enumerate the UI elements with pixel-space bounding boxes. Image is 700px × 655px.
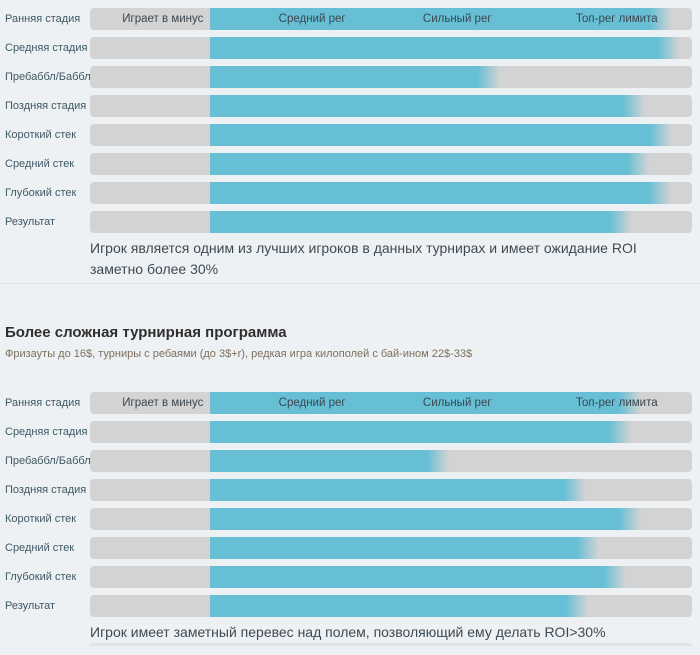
- chart-row: Ранняя стадия Играет в минус Средний рег Си…: [0, 392, 700, 414]
- chart-row: Средний стек: [0, 153, 700, 175]
- bar-fill: [209, 508, 641, 530]
- bar-fill: [209, 8, 673, 30]
- bar-fill: [209, 95, 646, 117]
- row-category-label: Результат: [5, 600, 56, 612]
- bar-fill: [209, 595, 588, 617]
- chart-row: Средний стек: [0, 537, 700, 559]
- bar-fill: [209, 66, 500, 88]
- bar-track: [90, 124, 692, 146]
- chart-row: Результат: [0, 595, 700, 617]
- bar-fill: [209, 479, 587, 501]
- chart-row: Средняя стадия: [0, 37, 700, 59]
- zone-label: Играет в минус: [122, 397, 204, 409]
- bar-track: [90, 450, 692, 472]
- chart-row: Средняя стадия: [0, 421, 700, 443]
- skill-chart-2: Ранняя стадия Играет в минус Средний рег Си…: [0, 392, 700, 617]
- row-category-label: Средняя стадия: [5, 426, 88, 438]
- bar-fill: [209, 153, 649, 175]
- bar-fill: [209, 211, 632, 233]
- skill-chart-1: Ранняя стадия Играет в минус Средний рег Си…: [0, 8, 700, 233]
- row-category-label: Короткий стек: [5, 513, 77, 525]
- row-category-label: Поздняя стадия: [5, 484, 87, 496]
- chart-row: Глубокий стек: [0, 182, 700, 204]
- bar-track: [90, 508, 692, 530]
- row-category-label: Средний стек: [5, 158, 75, 170]
- row-category-label: Глубокий стек: [5, 187, 77, 199]
- chart-2-note: Игрок имеет заметный перевес над полем, …: [90, 624, 606, 640]
- bar-fill: [209, 566, 626, 588]
- zone-label: Играет в минус: [122, 13, 204, 25]
- row-category-label: Средняя стадия: [5, 42, 88, 54]
- row-category-label: Глубокий стек: [5, 571, 77, 583]
- bar-track: Играет в минус Средний рег Сильный рег Топ-…: [90, 8, 692, 30]
- chart-row: Глубокий стек: [0, 566, 700, 588]
- chart-row: Результат: [0, 211, 700, 233]
- bar-track: [90, 153, 692, 175]
- chart-row: Пребаббл/Баббл: [0, 450, 700, 472]
- zone-label: Топ-рег лимита: [575, 13, 658, 25]
- bar-fill: [209, 421, 631, 443]
- bar-track: [90, 479, 692, 501]
- chart-row: Короткий стек: [0, 508, 700, 530]
- zone-label: Средний рег: [278, 397, 346, 409]
- bar-fill: [209, 392, 641, 414]
- chart-row: Поздняя стадия: [0, 479, 700, 501]
- zone-label: Сильный рег: [422, 397, 492, 409]
- row-category-label: Поздняя стадия: [5, 100, 87, 112]
- zone-label: Топ-рег лимита: [575, 397, 658, 409]
- row-category-label: Ранняя стадия: [5, 13, 81, 25]
- row-category-label: Результат: [5, 216, 56, 228]
- row-category-label: Короткий стек: [5, 129, 77, 141]
- chart-row: Поздняя стадия: [0, 95, 700, 117]
- chart-1-note: Игрок является одним из лучших игроков в…: [90, 240, 637, 277]
- zone-label: Сильный рег: [422, 13, 492, 25]
- bar-fill: [209, 182, 671, 204]
- row-category-label: Пребаббл/Баббл: [5, 455, 91, 467]
- bar-track: [90, 182, 692, 204]
- bar-track: [90, 95, 692, 117]
- bar-track: [90, 566, 692, 588]
- bar-track: [90, 66, 692, 88]
- row-category-label: Ранняя стадия: [5, 397, 81, 409]
- bar-fill: [209, 124, 673, 146]
- section-title: Более сложная турнирная программа: [5, 324, 287, 341]
- bar-track: [90, 421, 692, 443]
- chart-row: Ранняя стадия Играет в минус Средний рег Си…: [0, 8, 700, 30]
- bar-track: [90, 595, 692, 617]
- bar-fill: [209, 450, 449, 472]
- bar-track: Играет в минус Средний рег Сильный рег Топ-…: [90, 392, 692, 414]
- page: Ранняя стадия Играет в минус Средний рег Си…: [0, 8, 700, 646]
- next-row-partial: [90, 643, 692, 646]
- bar-track: [90, 211, 692, 233]
- zone-label: Средний рег: [278, 13, 346, 25]
- row-category-label: Пребаббл/Баббл: [5, 71, 91, 83]
- row-category-label: Средний стек: [5, 542, 75, 554]
- section-subtitle: Фризауты до 16$, турниры с ребаями (до 3…: [5, 348, 473, 360]
- bar-fill: [209, 537, 599, 559]
- bar-track: [90, 37, 692, 59]
- chart-row: Короткий стек: [0, 124, 700, 146]
- chart-row: Пребаббл/Баббл: [0, 66, 700, 88]
- section-divider: [0, 283, 700, 284]
- bar-fill: [209, 37, 680, 59]
- bar-track: [90, 537, 692, 559]
